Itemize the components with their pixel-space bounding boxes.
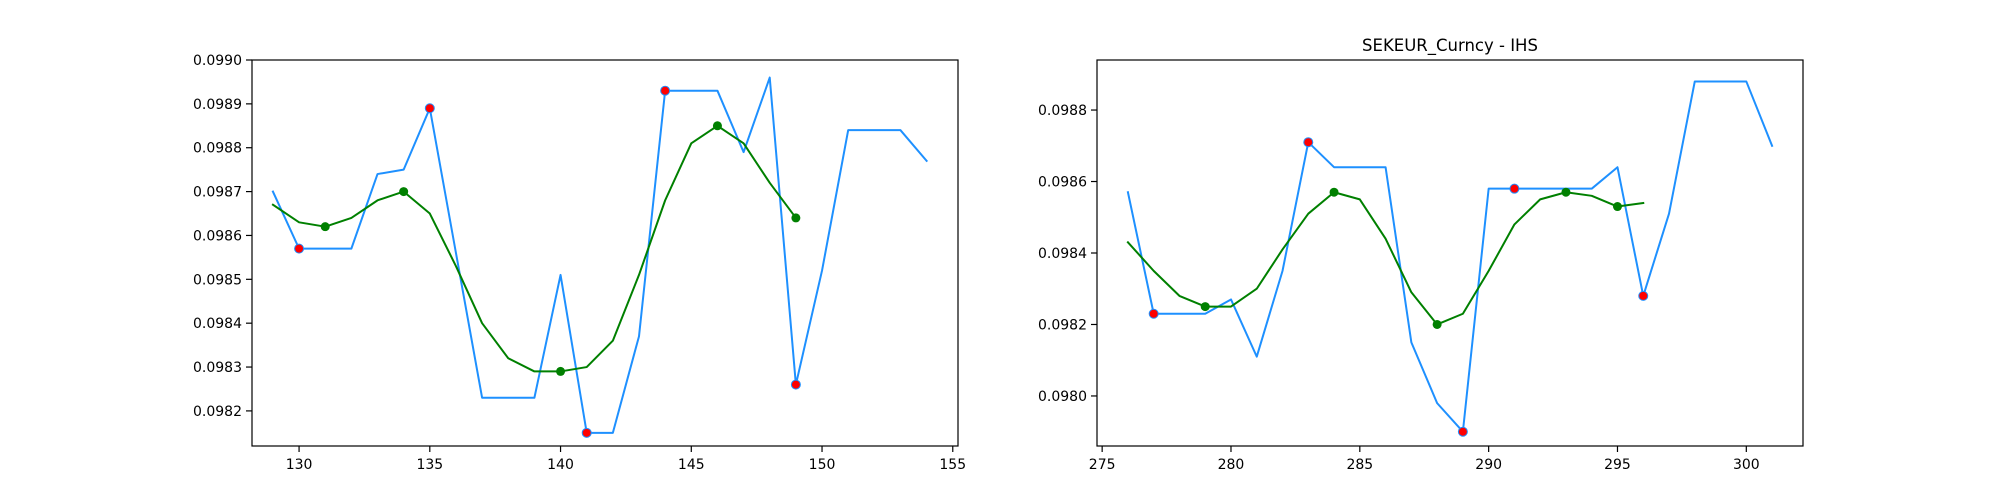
marker-point-s2-1 [1303,137,1314,148]
x-tick-label: 130 [286,457,313,473]
x-tick-label: 135 [416,457,443,473]
y-tick-label: 0.0982 [1038,317,1087,333]
marker-point-s3-1 [1329,187,1339,197]
y-tick-label: 0.0986 [193,228,242,244]
y-tick-label: 0.0985 [193,272,242,288]
marker-point-s3-4 [791,213,801,223]
chart-right: 275 280 285 290 295 300 0.0980 0.0982 0.0984 0.09… [1038,36,1804,473]
series-line-1 [1126,191,1645,326]
marker-point-s2-0 [1148,308,1159,319]
x-tick-label: 150 [809,457,836,473]
marker-point-s3-0 [320,222,330,232]
y-tick-label: 0.0990 [193,53,242,69]
x-tick-label: 280 [1218,457,1245,473]
marker-point-s2-2 [581,427,592,438]
y-tick-label: 0.0984 [1038,246,1087,262]
x-tick-label: 295 [1604,457,1631,473]
marker-point-s3-3 [1561,187,1571,197]
series-line-0 [1126,80,1774,433]
y-tick-label: 0.0984 [193,316,242,332]
x-tick-label: 275 [1089,457,1116,473]
x-tick-label: 145 [678,457,705,473]
y-tick-label: 0.0980 [1038,389,1087,405]
y-tick-label: 0.0987 [193,185,242,201]
x-tick-label: 285 [1346,457,1373,473]
x-tick-label: 290 [1475,457,1502,473]
y-tick-label: 0.0983 [193,360,242,376]
marker-point-s2-4 [790,379,801,390]
y-tick-label: 0.0989 [193,97,242,113]
marker-point-s3-1 [399,187,409,197]
marker-point-s2-2 [1457,426,1468,437]
marker-point-s3-3 [712,121,722,131]
y-tick-label: 0.0988 [1038,103,1087,119]
chart-left: 130 135 140 145 150 155 0.0982 0.0983 0.0984 0.09… [193,53,966,473]
series-line-1 [271,124,798,373]
chart-title: SEKEUR_Curncy - IHS [1362,36,1538,56]
x-tick-label: 300 [1733,457,1760,473]
y-tick-label: 0.0982 [193,404,242,420]
marker-point-s3-2 [1432,319,1442,329]
marker-point-s3-0 [1200,302,1210,312]
marker-point-s2-4 [1638,290,1649,301]
marker-point-s2-3 [660,85,671,96]
y-tick-label: 0.0988 [193,141,242,157]
x-tick-label: 155 [939,457,966,473]
marker-point-s2-0 [294,243,305,254]
marker-point-s3-4 [1612,202,1622,212]
marker-point-s2-3 [1509,183,1520,194]
y-tick-label: 0.0986 [1038,175,1087,191]
axes-frame [251,59,959,447]
series-line-0 [271,76,929,434]
marker-point-s2-1 [424,103,435,114]
marker-point-s3-2 [556,366,566,376]
x-tick-label: 140 [547,457,574,473]
